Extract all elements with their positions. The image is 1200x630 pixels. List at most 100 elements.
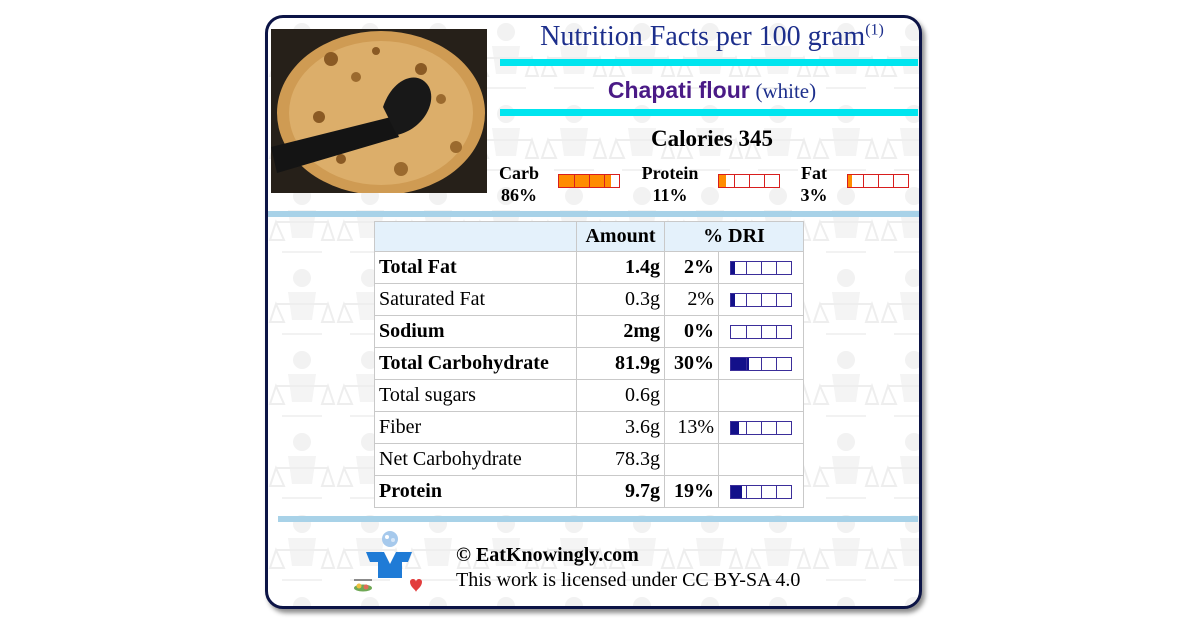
nutrient-dri-bar-cell (718, 443, 804, 476)
nutrient-dri-percent: 2% (664, 251, 719, 284)
nutrient-dri-bar-cell (718, 411, 804, 444)
dri-bar (730, 356, 792, 371)
dri-bar (730, 292, 792, 307)
macro-fat-percent: 3% (800, 185, 828, 205)
bar-tick (761, 421, 762, 434)
bar-tick (574, 175, 575, 187)
copyright-text: © EatKnowingly.com (456, 544, 639, 566)
macro-protein-percent: 11% (652, 185, 688, 205)
bar-tick (776, 485, 777, 498)
bar-tick (893, 175, 894, 187)
nutrient-dri-bar-cell (718, 283, 804, 316)
bar-tick (776, 357, 777, 370)
nutrient-dri-bar-cell (718, 315, 804, 348)
nutrient-name: Sodium (374, 315, 577, 348)
nutrient-dri-bar-cell (718, 379, 804, 412)
food-name-text: Chapati flour (607, 77, 750, 103)
macro-fat-bar-fill (848, 175, 852, 187)
nutrient-dri-bar-cell (718, 475, 804, 508)
nutrient-dri-percent: 30% (664, 347, 719, 380)
food-descriptor: (white) (755, 79, 817, 103)
bar-tick (604, 175, 605, 187)
table-row: Total Fat 1.4g 2% (374, 251, 804, 284)
bar-tick (761, 325, 762, 338)
nutrient-name: Total sugars (374, 379, 577, 412)
nutrient-name: Saturated Fat (374, 283, 577, 316)
food-photo (271, 29, 487, 193)
nutrient-dri-percent: 13% (664, 411, 719, 444)
macro-carb: Carb 86% (495, 162, 543, 206)
dri-bar-fill (731, 421, 739, 434)
dri-bar-fill (731, 261, 735, 274)
bar-tick (761, 485, 762, 498)
bar-tick (761, 293, 762, 306)
bar-tick (746, 357, 747, 370)
bar-tick (746, 293, 747, 306)
nutrient-dri-percent: 0% (664, 315, 719, 348)
bar-tick (746, 261, 747, 274)
macro-carb-bar-fill (559, 175, 611, 187)
table-row: Total Carbohydrate 81.9g 30% (374, 347, 804, 380)
section-separator (268, 211, 919, 217)
dri-bar-fill (731, 293, 735, 306)
nutrient-name: Fiber (374, 411, 577, 444)
title-rule (500, 59, 918, 66)
macro-fat-name: Fat (801, 163, 827, 183)
nutrient-name: Total Fat (374, 251, 577, 284)
nutrient-dri-percent (664, 443, 719, 476)
table-row: Saturated Fat 0.3g 2% (374, 283, 804, 316)
table-header-row: Amount % DRI (374, 221, 804, 252)
nutrient-dri-bar-cell (718, 347, 804, 380)
macro-carb-name: Carb (499, 163, 539, 183)
bar-tick (734, 175, 735, 187)
nutrition-title: Nutrition Facts per 100 gram(1) (500, 21, 919, 53)
macro-fat-bar (847, 174, 909, 188)
bar-tick (776, 293, 777, 306)
macro-protein: Protein 11% (636, 162, 704, 206)
dri-bar-fill (731, 357, 749, 370)
macro-protein-bar (718, 174, 780, 188)
nutrient-amount: 9.7g (576, 475, 665, 508)
table-row: Fiber 3.6g 13% (374, 411, 804, 444)
nutrient-amount: 0.3g (576, 283, 665, 316)
license-text: This work is licensed under CC BY-SA 4.0 (456, 569, 801, 591)
nutrition-card: Nutrition Facts per 100 gram(1) Chapati … (265, 15, 922, 609)
nutrient-amount: 81.9g (576, 347, 665, 380)
nutrient-amount: 78.3g (576, 443, 665, 476)
nutrient-amount: 1.4g (576, 251, 665, 284)
nutrition-table-body: Total Fat 1.4g 2% Saturated Fat 0.3g 2% Sodium… (374, 251, 804, 508)
nutrient-name: Protein (374, 475, 577, 508)
bar-tick (776, 261, 777, 274)
nutrient-amount: 3.6g (576, 411, 665, 444)
table-row: Net Carbohydrate 78.3g (374, 443, 804, 476)
macro-carb-bar (558, 174, 620, 188)
macro-protein-bar-fill (719, 175, 726, 187)
header-nutrient (374, 221, 577, 252)
food-name-rule (500, 109, 918, 116)
bar-tick (776, 325, 777, 338)
bar-tick (746, 325, 747, 338)
footer-separator (278, 516, 918, 522)
dri-bar-fill (731, 485, 743, 498)
table-row: Total sugars 0.6g (374, 379, 804, 412)
dri-bar (730, 324, 792, 339)
header-amount: Amount (576, 221, 665, 252)
macro-protein-name: Protein (641, 163, 699, 183)
food-name: Chapati flour (white) (500, 77, 919, 104)
bar-tick (589, 175, 590, 187)
bar-tick (878, 175, 879, 187)
nutrient-name: Net Carbohydrate (374, 443, 577, 476)
nutrient-dri-bar-cell (718, 251, 804, 284)
title-footnote: (1) (865, 21, 884, 39)
bar-tick (761, 261, 762, 274)
nutrient-name: Total Carbohydrate (374, 347, 577, 380)
nutrient-amount: 0.6g (576, 379, 665, 412)
bar-tick (776, 421, 777, 434)
nutrition-table: Amount % DRI Total Fat 1.4g 2% Saturated Fa… (374, 221, 804, 508)
bar-tick (746, 421, 747, 434)
nutrient-dri-percent: 2% (664, 283, 719, 316)
table-row: Sodium 2mg 0% (374, 315, 804, 348)
bar-tick (764, 175, 765, 187)
dri-bar (730, 260, 792, 275)
macro-carb-percent: 86% (501, 185, 537, 205)
